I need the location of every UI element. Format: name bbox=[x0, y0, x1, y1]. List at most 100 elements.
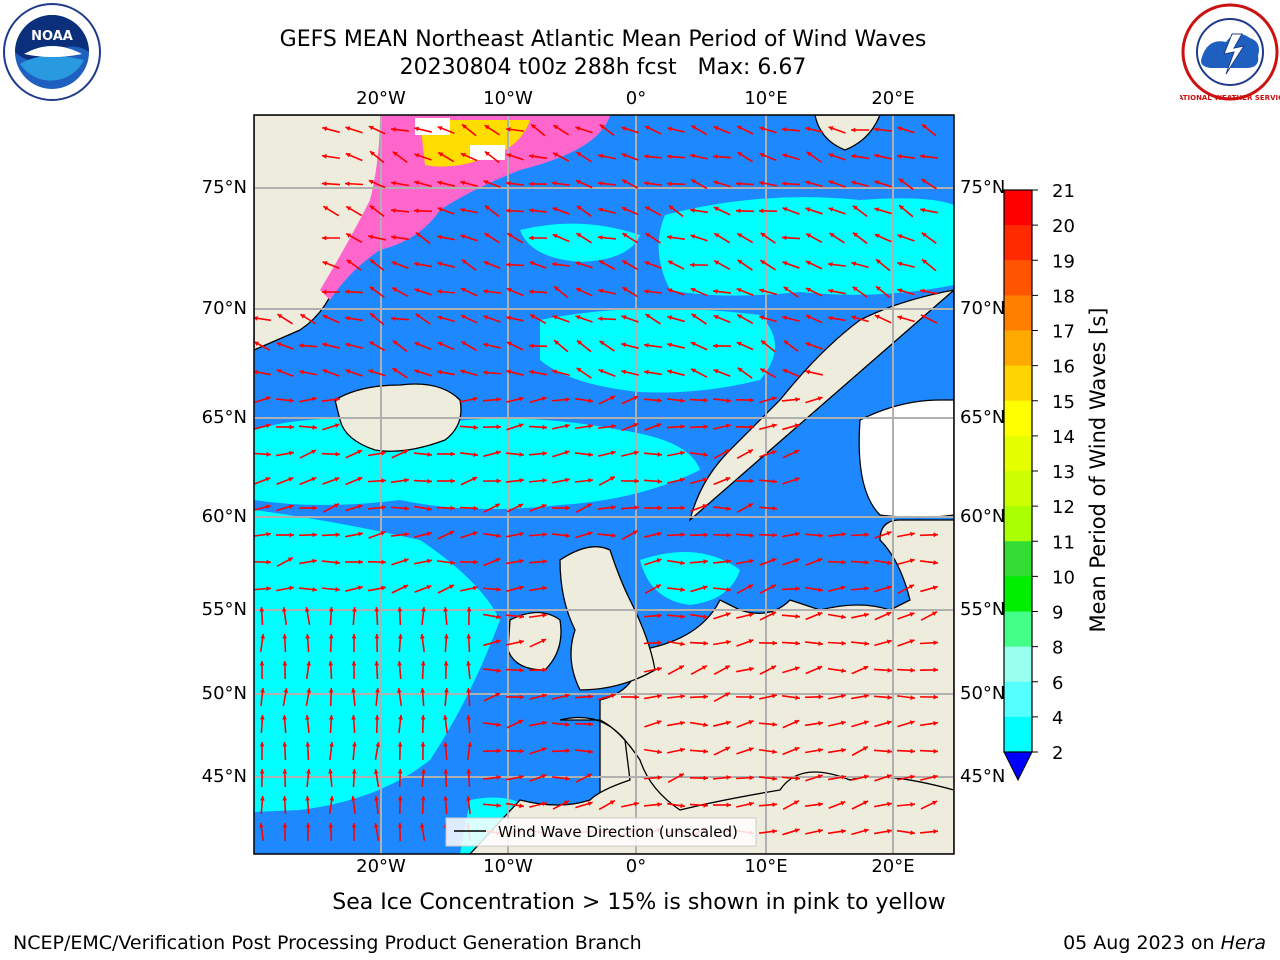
wave-direction-arrow bbox=[759, 288, 777, 296]
wave-direction-arrow bbox=[397, 741, 403, 761]
graticule bbox=[254, 115, 954, 854]
wave-direction-arrow bbox=[667, 720, 685, 727]
wave-direction-arrow bbox=[506, 369, 524, 376]
wave-direction-arrow bbox=[321, 181, 341, 187]
wave-direction-arrow bbox=[413, 261, 433, 268]
wave-direction-arrow bbox=[414, 126, 432, 133]
wave-direction-arrow bbox=[482, 721, 502, 728]
colorbar-segment bbox=[1004, 681, 1032, 718]
wave-direction-arrow bbox=[643, 693, 663, 700]
wave-direction-arrow bbox=[896, 829, 916, 836]
wave-direction-arrow bbox=[414, 341, 432, 351]
wave-direction-arrow bbox=[806, 151, 822, 163]
lat-tick-right: 50°N bbox=[960, 683, 1006, 704]
wave-direction-arrow bbox=[305, 714, 310, 734]
wave-direction-arrow bbox=[299, 396, 317, 403]
wave-direction-arrow bbox=[645, 232, 661, 244]
wave-direction-arrow bbox=[782, 800, 800, 810]
wave-direction-arrow bbox=[437, 180, 455, 187]
wave-direction-arrow bbox=[781, 586, 801, 592]
lon-tick-top: 0° bbox=[625, 88, 647, 109]
wave-direction-arrow bbox=[437, 207, 455, 215]
wave-direction-arrow bbox=[351, 822, 357, 842]
wave-direction-arrow bbox=[805, 396, 823, 404]
lon-tick-bottom: 20°E bbox=[871, 856, 915, 877]
wave-direction-arrow bbox=[621, 422, 639, 432]
wave-direction-arrow bbox=[689, 721, 709, 728]
wave-direction-arrow bbox=[621, 286, 639, 298]
wave-direction-arrow bbox=[551, 748, 571, 754]
wave-direction-arrow bbox=[506, 153, 524, 161]
wave-direction-arrow bbox=[413, 452, 433, 457]
wave-direction-arrow bbox=[506, 232, 524, 244]
wave-direction-arrow bbox=[254, 396, 271, 404]
wave-direction-arrow bbox=[436, 505, 456, 511]
wave-direction-arrow bbox=[920, 288, 938, 295]
wave-direction-arrow bbox=[552, 315, 570, 323]
wave-direction-arrow bbox=[781, 127, 801, 132]
wave-direction-arrow bbox=[667, 260, 685, 270]
wave-direction-arrow bbox=[804, 802, 824, 807]
wave-direction-arrow bbox=[506, 774, 524, 781]
wave-direction-arrow bbox=[390, 316, 410, 322]
wave-direction-arrow bbox=[373, 822, 380, 842]
wave-direction-arrow bbox=[351, 606, 357, 626]
colorbar-tick-label: 14 bbox=[1052, 427, 1075, 448]
wave-direction-arrow bbox=[827, 640, 847, 646]
wave-direction-arrow bbox=[390, 477, 410, 484]
wave-direction-arrow bbox=[667, 315, 685, 323]
wave-direction-arrow bbox=[420, 714, 426, 734]
cyan-region-arctic bbox=[520, 223, 640, 262]
wave-direction-arrow bbox=[367, 559, 387, 565]
wave-direction-arrow bbox=[643, 748, 663, 755]
wave-direction-arrow bbox=[298, 532, 318, 538]
wave-direction-arrow bbox=[690, 178, 708, 190]
wave-direction-arrow bbox=[736, 666, 754, 673]
wave-direction-arrow bbox=[282, 633, 288, 653]
wave-direction-arrow bbox=[599, 340, 615, 352]
wave-direction-arrow bbox=[828, 153, 846, 161]
wave-direction-arrow bbox=[666, 532, 686, 538]
wave-direction-arrow bbox=[298, 425, 318, 430]
wave-direction-arrow bbox=[575, 261, 593, 269]
wave-direction-arrow bbox=[644, 531, 662, 538]
wave-direction-arrow bbox=[667, 747, 685, 754]
wave-direction-arrow bbox=[368, 340, 386, 352]
wave-direction-arrow bbox=[621, 801, 639, 808]
wave-direction-arrow bbox=[873, 667, 893, 673]
wave-direction-arrow bbox=[322, 477, 340, 485]
wave-direction-arrow bbox=[282, 741, 288, 761]
wave-direction-arrow bbox=[735, 397, 755, 403]
wave-direction-arrow bbox=[621, 232, 639, 244]
wave-direction-arrow bbox=[851, 745, 869, 757]
colorbar-tick-label: 16 bbox=[1052, 357, 1075, 378]
wave-direction-arrow bbox=[828, 207, 846, 215]
land-svalbard bbox=[814, 115, 881, 151]
wave-direction-arrow bbox=[551, 397, 571, 403]
wave-direction-arrow bbox=[328, 822, 334, 842]
wave-direction-arrow bbox=[782, 719, 800, 729]
wave-direction-arrow bbox=[897, 234, 915, 242]
wave-direction-arrow bbox=[852, 204, 868, 218]
wave-direction-arrow bbox=[643, 640, 663, 646]
wave-direction-arrow bbox=[782, 477, 800, 485]
wave-direction-arrow bbox=[758, 776, 778, 781]
lat-tick-right: 75°N bbox=[960, 177, 1006, 198]
wave-direction-arrow bbox=[713, 259, 731, 271]
wave-direction-arrow bbox=[374, 741, 381, 761]
wave-direction-arrow bbox=[321, 397, 341, 402]
wave-direction-arrow bbox=[597, 533, 617, 538]
wave-direction-arrow bbox=[443, 714, 448, 734]
lon-tick-bottom: 10°W bbox=[483, 856, 533, 877]
wave-direction-arrow bbox=[397, 606, 403, 626]
wave-direction-arrow bbox=[668, 204, 684, 218]
wave-direction-arrow bbox=[259, 660, 265, 680]
wave-direction-arrow bbox=[282, 768, 288, 788]
wave-direction-arrow bbox=[760, 339, 776, 353]
wave-direction-arrow bbox=[528, 559, 548, 564]
wave-direction-arrow bbox=[436, 478, 456, 484]
wave-direction-arrow bbox=[506, 585, 524, 593]
map-frame bbox=[253, 114, 955, 855]
wave-direction-arrow bbox=[552, 450, 570, 458]
wave-direction-arrow bbox=[345, 126, 363, 134]
